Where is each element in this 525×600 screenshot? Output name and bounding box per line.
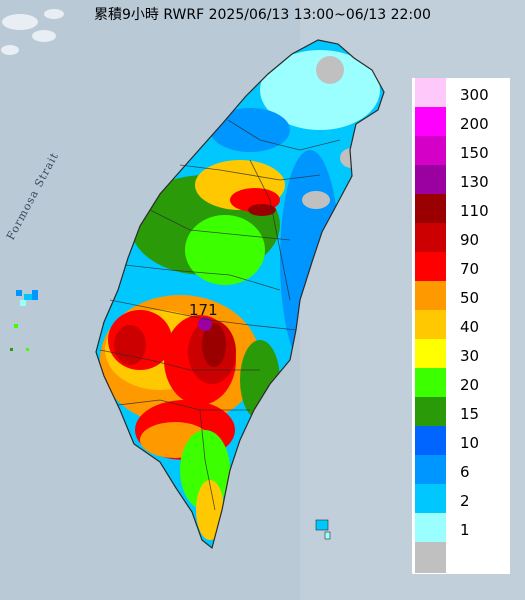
legend-label: 30 [460, 347, 480, 365]
legend-row: 90 [412, 223, 510, 254]
legend-row: 30 [412, 339, 510, 370]
legend-swatch [415, 455, 446, 486]
legend-label: 130 [460, 173, 489, 191]
legend-label: 70 [460, 260, 480, 278]
legend-label: 40 [460, 318, 480, 336]
legend-swatch [415, 194, 446, 225]
legend-swatch [415, 426, 446, 457]
legend-label: 20 [460, 376, 480, 394]
legend-swatch [415, 310, 446, 341]
legend-row: 130 [412, 165, 510, 196]
legend-row: 50 [412, 281, 510, 312]
legend-row: 300 [412, 78, 510, 109]
legend-label: 90 [460, 231, 480, 249]
legend-label: 15 [460, 405, 480, 423]
legend-swatch [415, 252, 446, 283]
legend-row: 200 [412, 107, 510, 138]
legend-swatch [415, 223, 446, 254]
legend-row [412, 542, 510, 573]
legend-row: 15 [412, 397, 510, 428]
legend-row: 150 [412, 136, 510, 167]
legend-swatch [415, 513, 446, 544]
legend-label: 150 [460, 144, 489, 162]
legend-label: 200 [460, 115, 489, 133]
legend-row: 6 [412, 455, 510, 486]
legend-row: 70 [412, 252, 510, 283]
legend-row: 110 [412, 194, 510, 225]
legend-swatch [415, 281, 446, 312]
legend-swatch [415, 78, 446, 109]
legend-swatch [415, 484, 446, 515]
county-boundaries [99, 119, 341, 511]
legend-label: 110 [460, 202, 489, 220]
legend-label: 2 [460, 492, 470, 510]
cloud-speckle [1, 9, 64, 55]
green-island [315, 519, 331, 540]
legend-label: 6 [460, 463, 470, 481]
rainfall-legend: 300 200 150 130 110 90 70 50 [412, 78, 510, 574]
legend-swatch [415, 339, 446, 370]
map-title: 累積9小時 RWRF 2025/06/13 13:00~06/13 22:00 [94, 7, 431, 23]
max-rainfall-label: 171 [189, 301, 218, 319]
legend-label: 50 [460, 289, 480, 307]
legend-row: 2 [412, 484, 510, 515]
legend-row: 1 [412, 513, 510, 544]
legend-row: 10 [412, 426, 510, 457]
legend-row: 20 [412, 368, 510, 399]
legend-label: 300 [460, 86, 489, 104]
legend-swatch [415, 542, 446, 573]
legend-label: 10 [460, 434, 480, 452]
legend-swatch [415, 397, 446, 428]
legend-swatch [415, 368, 446, 399]
legend-swatch [415, 107, 446, 138]
legend-row: 40 [412, 310, 510, 341]
legend-swatch [415, 136, 446, 167]
legend-swatch [415, 165, 446, 196]
coastline [95, 39, 385, 550]
penghu-islands [10, 290, 38, 351]
legend-label: 1 [460, 521, 470, 539]
